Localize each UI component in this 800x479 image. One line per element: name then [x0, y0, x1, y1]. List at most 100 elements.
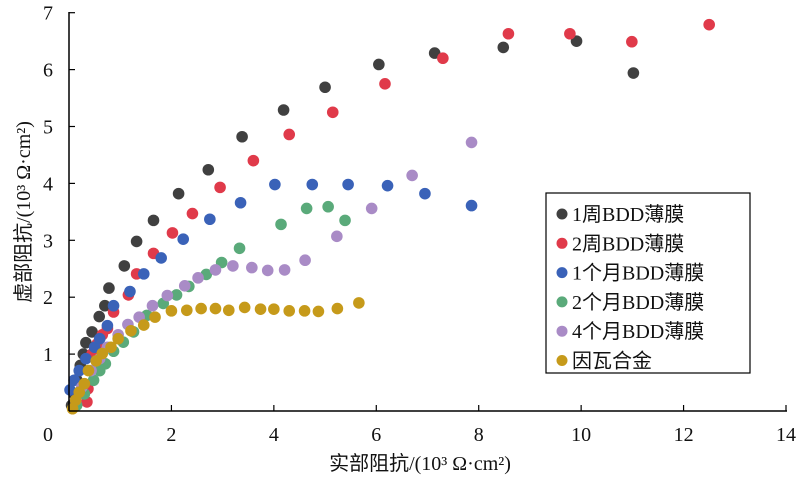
legend-label: 因瓦合金: [572, 350, 652, 373]
y-tick-label: 6: [43, 60, 53, 82]
data-point: [87, 374, 100, 387]
data-point: [465, 199, 478, 212]
data-point: [112, 332, 124, 345]
data-point: [298, 305, 311, 317]
data-point: [118, 260, 131, 272]
data-point: [204, 213, 216, 226]
data-point: [254, 303, 267, 315]
data-point: [86, 326, 98, 338]
data-point: [365, 202, 378, 215]
data-point: [233, 242, 246, 255]
data-point: [186, 207, 199, 220]
data-point: [137, 319, 150, 331]
data-point: [497, 41, 510, 54]
x-tick-label: 6: [371, 424, 381, 446]
data-point: [268, 303, 280, 315]
y-tick-label: 1: [43, 344, 53, 366]
data-point: [73, 386, 86, 399]
legend-marker: [556, 208, 568, 220]
legend-label: 1周BDD薄膜: [572, 203, 684, 226]
data-point: [353, 297, 365, 309]
data-point: [166, 227, 179, 239]
y-tick-label: 2: [43, 287, 53, 309]
data-point: [214, 181, 226, 194]
data-point: [105, 341, 117, 354]
data-point: [322, 200, 334, 213]
data-point: [283, 305, 296, 317]
data-point: [125, 324, 137, 337]
data-point: [202, 163, 215, 176]
data-point: [703, 18, 715, 31]
data-point: [195, 302, 207, 315]
data-point: [78, 377, 91, 390]
data-point: [283, 128, 296, 141]
x-tick-label: 2: [166, 424, 176, 446]
data-point: [570, 35, 583, 47]
data-point: [278, 264, 291, 276]
x-tick-label: 14: [776, 424, 796, 446]
data-point: [146, 299, 159, 312]
data-point: [209, 302, 222, 315]
data-point: [147, 214, 160, 227]
data-point: [149, 311, 161, 323]
x-tick-label: 8: [474, 424, 484, 446]
legend-label: 2个月BDD薄膜: [572, 291, 704, 314]
data-point: [99, 299, 111, 312]
data-point: [124, 285, 136, 298]
data-point: [339, 214, 351, 227]
x-tick-label: 12: [674, 424, 694, 446]
data-point: [130, 235, 143, 248]
data-point: [101, 319, 114, 332]
x-axis-title: 实部阻抗/(10³ Ω·cm²): [329, 452, 511, 475]
data-point: [437, 52, 449, 65]
data-point: [177, 233, 190, 245]
data-point: [306, 178, 319, 191]
data-point: [172, 187, 185, 200]
data-point: [312, 305, 325, 318]
data-point: [80, 336, 92, 349]
x-ticks: 0 2 4 6 8 10 12 14: [43, 405, 796, 446]
data-point: [80, 352, 92, 365]
data-point: [96, 347, 109, 360]
data-point: [275, 218, 287, 231]
legend-label: 4个月BDD薄膜: [572, 320, 704, 343]
data-point: [379, 78, 391, 90]
data-point: [465, 136, 478, 149]
data-point: [64, 384, 76, 396]
data-point: [299, 254, 311, 267]
series-3: [64, 178, 478, 396]
legend-label: 1个月BDD薄膜: [572, 262, 704, 285]
y-tick-label: 5: [43, 117, 53, 139]
data-point: [180, 304, 193, 317]
data-point: [238, 301, 251, 314]
data-point: [165, 305, 178, 317]
data-point: [236, 130, 248, 143]
y-tick-label: 7: [43, 3, 53, 25]
data-point: [227, 260, 239, 272]
data-point: [178, 280, 191, 292]
data-point: [234, 196, 247, 209]
x-tick-label: 0: [43, 424, 53, 446]
data-point: [277, 104, 290, 116]
data-point: [373, 58, 385, 71]
legend-box: [545, 192, 751, 374]
x-tick-label: 10: [571, 424, 591, 446]
y-axis-title: 虚部阻抗/(10³ Ω·cm²): [12, 121, 35, 303]
legend-marker: [556, 296, 568, 308]
data-point: [381, 179, 394, 192]
data-point: [406, 169, 418, 182]
data-point: [247, 154, 260, 167]
data-point: [107, 299, 120, 312]
data-point: [222, 304, 235, 317]
legend-label: 2周BDD薄膜: [572, 232, 684, 255]
data-point: [93, 310, 106, 323]
legend-marker: [556, 237, 568, 249]
data-point: [419, 187, 431, 200]
data-point: [331, 302, 344, 315]
data-point: [246, 261, 258, 274]
data-point: [331, 230, 343, 243]
legend-marker: [556, 325, 568, 337]
data-point: [68, 374, 80, 387]
data-point: [261, 264, 274, 277]
data-point: [269, 178, 281, 191]
